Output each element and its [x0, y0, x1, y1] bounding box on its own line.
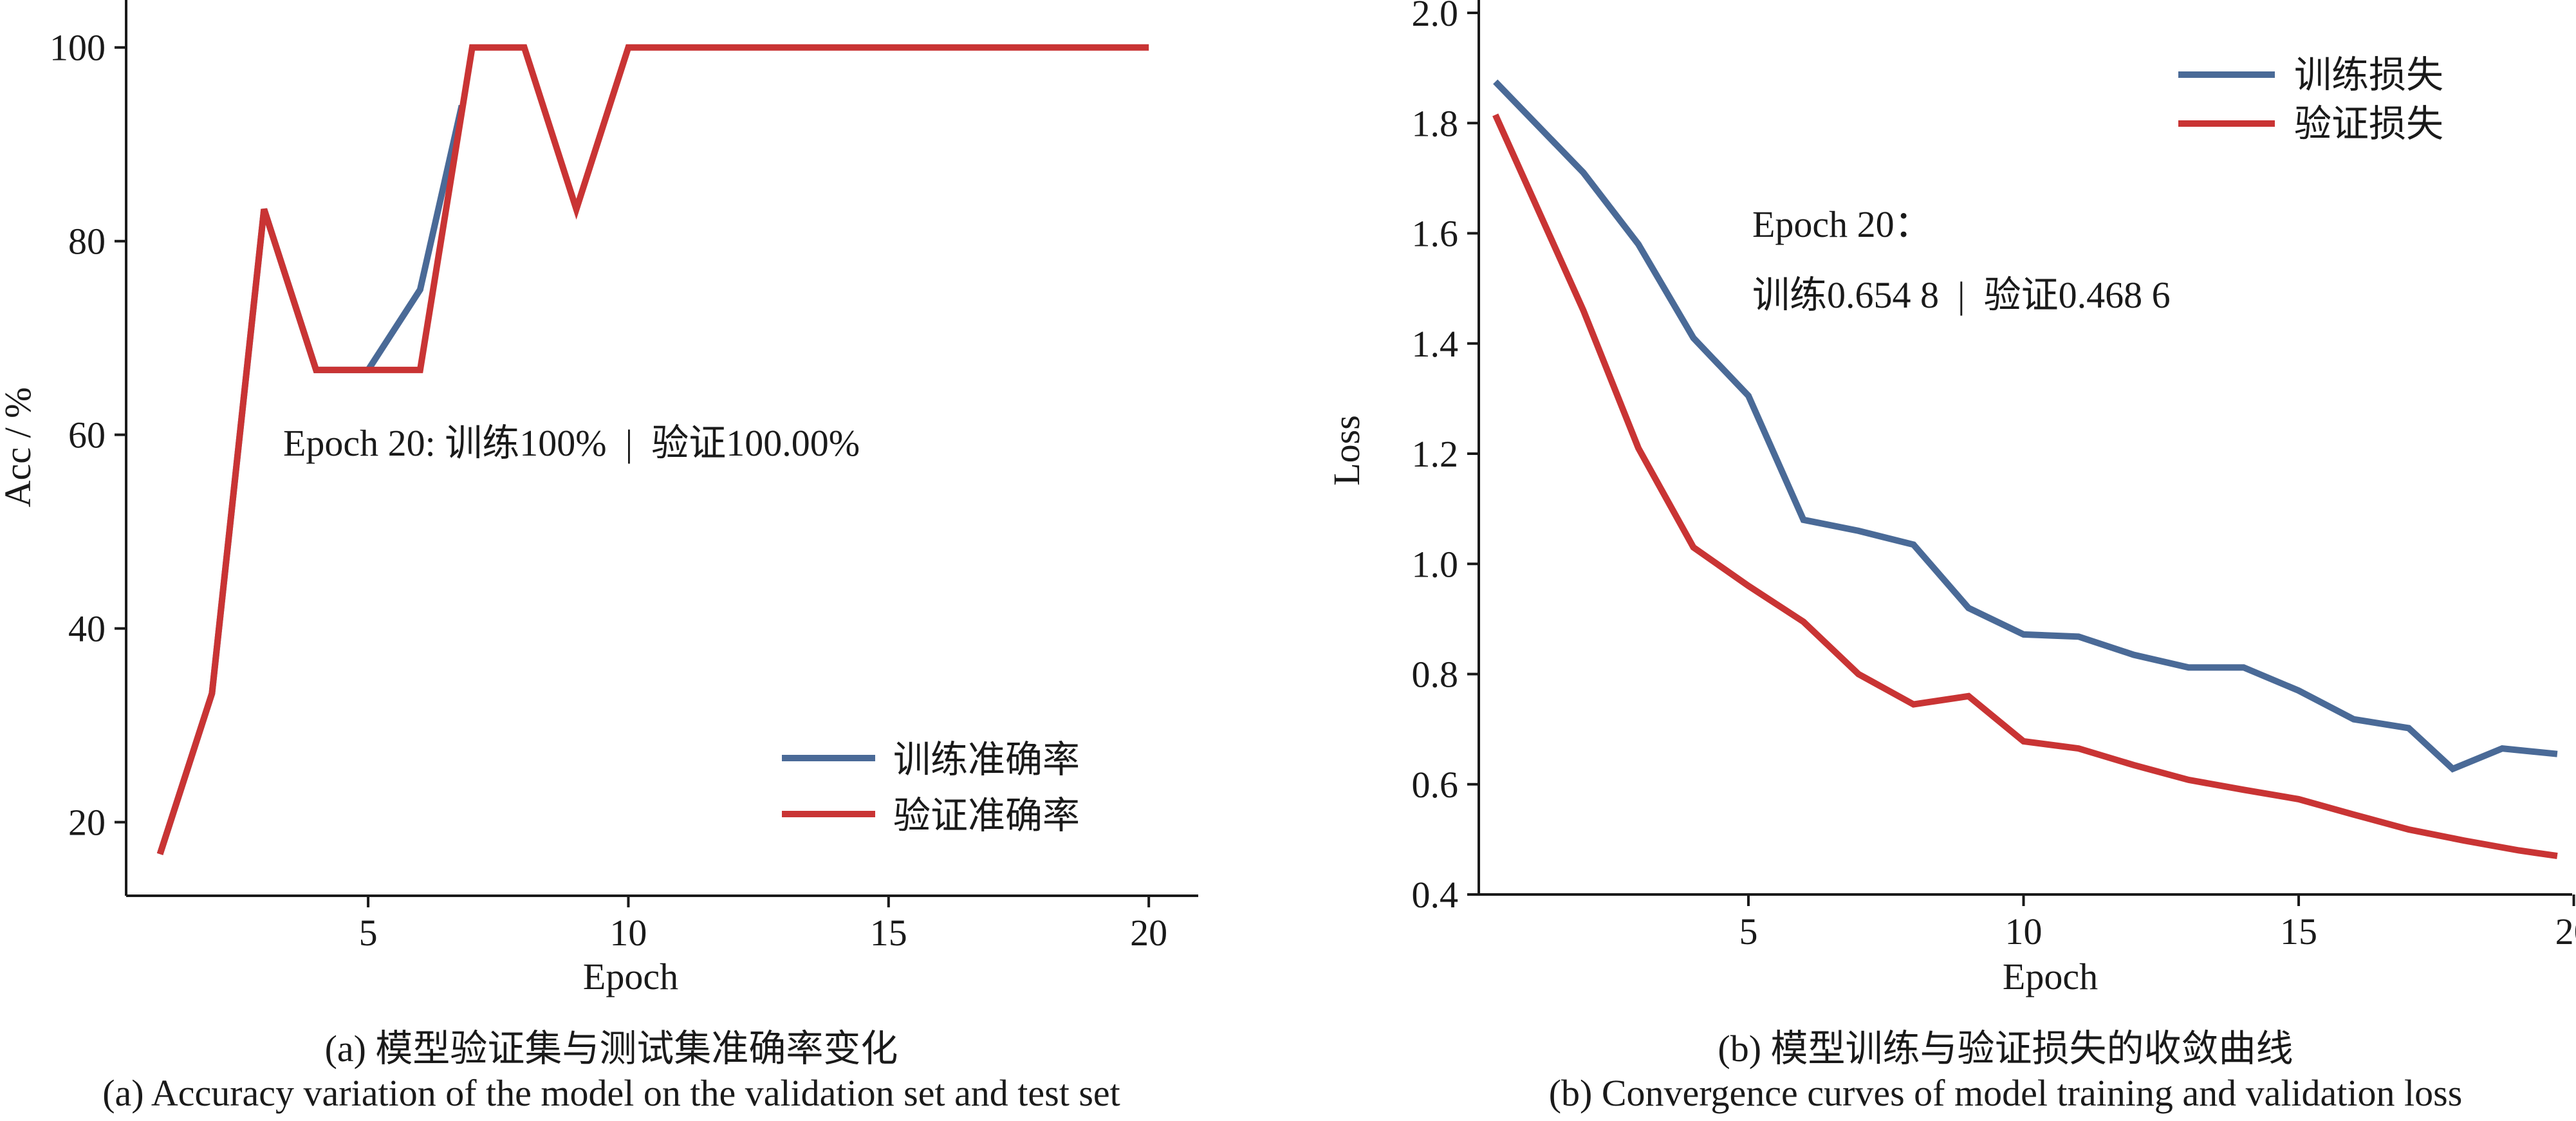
- annotation: Epoch 20: 训练100% | 验证100.00%: [283, 422, 860, 464]
- y-tick-label: 0.4: [1412, 874, 1459, 916]
- legend-label-train: 训练准确率: [893, 739, 1080, 781]
- loss-chart: 5 10 15 20 0.4 0.6 0.8 1.0 1.2 1.4 1.6 1.8 2.0 Epoc…: [1326, 0, 2576, 997]
- y-tick-label: 0.6: [1412, 764, 1459, 806]
- y-tick-label: 2.0: [1412, 0, 1459, 34]
- x-axis-label: Epoch: [2003, 956, 2098, 997]
- y-axis-label: Acc / %: [0, 387, 39, 508]
- x-tick-label: 15: [870, 912, 907, 954]
- x-tick-label: 15: [2280, 911, 2317, 952]
- series-line-train: [156, 104, 465, 855]
- y-tick-label: 100: [50, 27, 106, 69]
- y-tick-label: 20: [68, 802, 106, 844]
- legend-label-val: 验证损失: [2294, 103, 2443, 145]
- x-tick-label: 20: [2555, 911, 2576, 952]
- annotation-line-1: Epoch 20：: [1752, 203, 1932, 245]
- y-tick-label: 80: [68, 221, 106, 263]
- series-line-val: [1492, 113, 2558, 860]
- y-tick-label: 1.8: [1412, 102, 1459, 144]
- x-axis-label: Epoch: [583, 956, 678, 997]
- y-tick-label: 1.0: [1412, 543, 1459, 585]
- x-tick-label: 10: [609, 912, 647, 954]
- y-tick-label: 1.6: [1412, 213, 1459, 255]
- x-tick-label: 20: [1130, 912, 1167, 954]
- series-line-val: [156, 44, 1149, 855]
- y-tick-label: 40: [68, 608, 106, 650]
- series-line-train: [1493, 79, 2558, 773]
- y-axis-label: Loss: [1326, 415, 1367, 486]
- y-tick-label: 60: [68, 414, 106, 456]
- legend: 训练准确率 验证准确率: [782, 739, 1080, 837]
- y-tick-label: 0.8: [1412, 654, 1459, 696]
- annotation-line-2: 训练0.654 8 | 验证0.468 6: [1752, 274, 2171, 316]
- caption-b-cn: (b) 模型训练与验证损失的收敛曲线: [1718, 1028, 2293, 1070]
- x-tick-label: 5: [359, 912, 378, 954]
- y-tick-label: 1.2: [1412, 433, 1459, 475]
- caption-a-en: (a) Accuracy variation of the model on t…: [102, 1072, 1120, 1114]
- y-tick-label: 1.4: [1412, 323, 1459, 365]
- x-tick-label: 10: [2005, 911, 2043, 952]
- legend-label-val: 验证准确率: [893, 795, 1080, 837]
- caption-a-cn: (a) 模型验证集与测试集准确率变化: [324, 1028, 898, 1070]
- caption-b-en: (b) Convergence curves of model training…: [1548, 1072, 2463, 1114]
- accuracy-chart: 5 10 15 20 20 40 60 80 100 Epoch Acc / % Epoch …: [0, 0, 1198, 997]
- legend-label-train: 训练损失: [2294, 54, 2443, 96]
- x-tick-label: 5: [1739, 911, 1757, 952]
- legend: 训练损失 验证损失: [2178, 54, 2443, 145]
